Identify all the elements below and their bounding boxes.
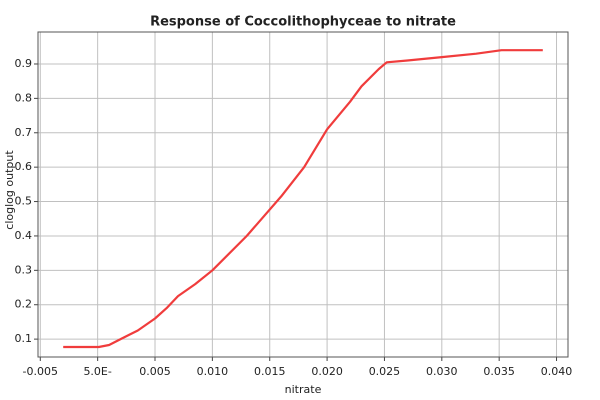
x-tick-label: 0.025	[369, 365, 401, 378]
y-tick-label: 0.9	[15, 57, 33, 70]
x-tick-label: 0.030	[426, 365, 458, 378]
x-tick-label: 0.040	[541, 365, 573, 378]
x-tick-label: 0.005	[139, 365, 171, 378]
y-tick-label: 0.7	[15, 126, 33, 139]
plot-frame	[37, 31, 569, 358]
line	[63, 49, 543, 349]
y-axis-label: cloglog output	[3, 150, 16, 230]
y-tick-label: 0.3	[15, 263, 33, 276]
x-tick-label: -0.005	[23, 365, 58, 378]
y-tick-label: 0.1	[15, 332, 33, 345]
y-tick-label: 0.6	[15, 160, 33, 173]
x-tick-label: 0.035	[483, 365, 515, 378]
x-tick-label: 0.015	[254, 365, 286, 378]
y-tick-label: 0.5	[15, 195, 33, 208]
x-tick-label: 0.020	[311, 365, 343, 378]
x-tick-label: 0.010	[197, 365, 229, 378]
chart-title: Response of Coccolithophyceae to nitrate	[150, 15, 456, 30]
y-tick-label: 0.4	[15, 229, 33, 242]
y-tick-label: 0.2	[15, 298, 33, 311]
x-axis-label: nitrate	[285, 383, 322, 396]
y-tick-label: 0.8	[15, 91, 33, 104]
x-tick-label: 5.0E-	[83, 365, 111, 378]
